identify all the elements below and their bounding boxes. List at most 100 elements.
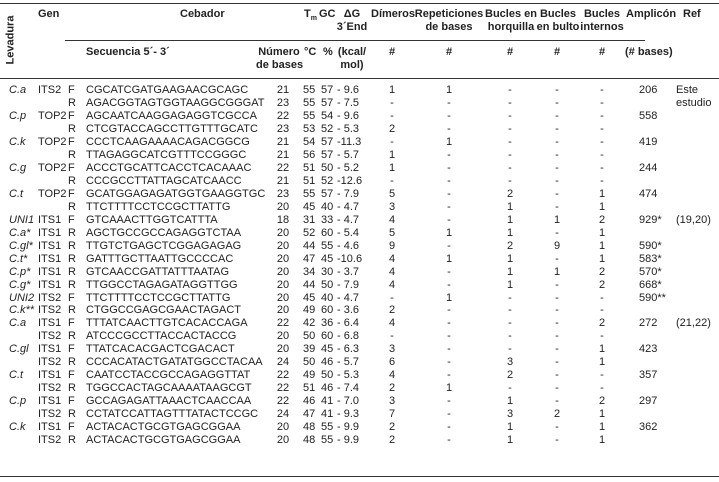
- cell-dimers: -: [390, 109, 394, 122]
- cell-num-bases: 22: [276, 161, 290, 174]
- cell-repeats: -: [447, 369, 451, 382]
- cell-direction: F: [68, 291, 75, 304]
- cell-direction: R: [68, 200, 76, 213]
- cell-tm: 56: [303, 148, 316, 161]
- cell-sequence: ACTACACTGCGTGAGCGGAA: [86, 434, 241, 447]
- cell-internal-loops: 1: [598, 252, 606, 265]
- cell-gene: ITS1: [38, 265, 62, 278]
- cell-num-bases: 20: [276, 252, 290, 265]
- cell-hairpins: -: [508, 84, 512, 96]
- cell-delta-g: - 7.0: [337, 395, 360, 408]
- cell-dimers: 5: [388, 226, 396, 239]
- cell-dimers: -: [390, 291, 394, 304]
- cell-repeats: -: [447, 161, 451, 174]
- header-dimeros: Dímeros: [371, 8, 416, 20]
- cell-amplicon: 583*: [639, 252, 662, 265]
- cell-tm: 53: [303, 122, 316, 135]
- cell-direction: R: [68, 252, 76, 265]
- cell-repeats: -: [447, 213, 451, 226]
- cell-internal-loops: 1: [598, 226, 606, 239]
- cell-sequence: ACCCTGCATTCACCTCACAAAC: [86, 161, 252, 174]
- cell-dimers: 2: [388, 434, 396, 447]
- cell-num-bases: 20: [276, 343, 290, 356]
- cell-gc: 33: [321, 213, 334, 226]
- cell-species: C.k: [9, 135, 26, 148]
- cell-repeats: -: [447, 356, 451, 369]
- cell-delta-g: - 7.9: [337, 278, 360, 291]
- cell-num-bases: 20: [276, 265, 290, 278]
- cell-hairpins: 1: [506, 421, 514, 434]
- cell-sequence: TTCTTTTCCTCCGCTTATTG: [86, 291, 231, 304]
- cell-repeats: -: [447, 148, 451, 161]
- cell-direction: R: [68, 304, 76, 317]
- cell-sequence: CCTATCCATTAGTTTATACTCCGC: [86, 408, 259, 421]
- cell-sequence: TTTATCAACTTGTCACACCAGA: [86, 317, 248, 330]
- cell-internal-loops: -: [600, 161, 604, 174]
- header-rep-line1: Repeticiones: [414, 8, 484, 20]
- cell-repeats: 1: [445, 291, 453, 304]
- cell-bulge-loops: 2: [553, 408, 561, 421]
- cell-direction: R: [68, 330, 76, 343]
- header-repeticiones: Repeticiones de bases: [414, 8, 484, 34]
- cell-dimers: 4: [388, 369, 396, 382]
- cell-gc: 46: [321, 356, 334, 369]
- cell-bulge-loops: -: [555, 421, 559, 434]
- cell-sequence: CTCGTACCAGCCTTGTTTGCATC: [86, 122, 258, 135]
- cell-gc: 57: [321, 96, 334, 109]
- header-tm-unit: °C: [304, 46, 317, 58]
- cell-gc: 50: [321, 161, 334, 174]
- cell-repeats: 1: [445, 226, 453, 239]
- cell-tm: 50: [303, 356, 316, 369]
- cell-num-bases: 21: [276, 174, 290, 187]
- cell-hairpins: -: [508, 122, 512, 135]
- cell-num-bases: 20: [276, 278, 290, 291]
- cell-hairpins: -: [508, 317, 512, 330]
- cell-hairpins: -: [508, 174, 512, 187]
- cell-internal-loops: -: [600, 109, 604, 122]
- cell-tm: 49: [303, 304, 316, 317]
- cell-hairpins: 1: [506, 226, 514, 239]
- cell-repeats: 1: [445, 84, 453, 96]
- cell-dimers: -: [390, 174, 394, 187]
- cell-delta-g: - 5.7: [337, 356, 360, 369]
- header-horquilla: Bucles en horquilla: [484, 8, 538, 34]
- cell-dimers: 2: [388, 421, 396, 434]
- cell-tm: 44: [303, 278, 316, 291]
- cell-sequence: AGACGGTAGTGGTAAGGCGGGAT: [86, 96, 265, 109]
- header-hash-horquilla: #: [506, 46, 514, 58]
- cell-delta-g: - 7.9: [337, 187, 360, 200]
- cell-amplicon: 362: [639, 421, 658, 434]
- cell-bulge-loops: -: [555, 252, 559, 265]
- cell-num-bases: 21: [276, 84, 290, 96]
- cell-gc: 55: [321, 239, 334, 252]
- cell-gc: 54: [321, 109, 334, 122]
- cell-amplicon: 419: [639, 135, 658, 148]
- cell-internal-loops: 1: [598, 408, 606, 421]
- cell-ref: (21,22): [676, 317, 711, 330]
- cell-num-bases: 20: [276, 200, 290, 213]
- header-hor-line2: horquilla: [487, 21, 535, 33]
- cell-num-bases: 20: [276, 330, 290, 343]
- cell-amplicon: 570*: [639, 265, 662, 278]
- cell-num-bases: 24: [276, 356, 290, 369]
- cell-sequence: TTATCACACGACTCGACACT: [86, 343, 235, 356]
- cell-sequence: CGCATCGATGAAGAACGCAGC: [86, 84, 249, 96]
- cell-num-bases: 22: [276, 395, 290, 408]
- cell-repeats: -: [447, 109, 451, 122]
- cell-repeats: -: [447, 434, 451, 447]
- cell-gene: ITS2: [38, 291, 62, 304]
- cell-amplicon: 590*: [639, 239, 662, 252]
- cell-internal-loops: -: [600, 84, 604, 96]
- cell-hairpins: 1: [506, 278, 514, 291]
- cell-gc: 60: [321, 226, 334, 239]
- cell-delta-g: - 5.7: [337, 148, 360, 161]
- cell-bulge-loops: -: [555, 278, 559, 291]
- cell-hairpins: -: [508, 148, 512, 161]
- cell-gene: ITS1: [38, 239, 62, 252]
- cell-dimers: 1: [388, 161, 396, 174]
- cell-gene: ITS1: [38, 213, 62, 226]
- cell-hairpins: 3: [506, 408, 514, 421]
- cell-direction: R: [68, 382, 76, 395]
- cell-gc: 45: [321, 343, 334, 356]
- cell-delta-g: - 6.4: [337, 317, 360, 330]
